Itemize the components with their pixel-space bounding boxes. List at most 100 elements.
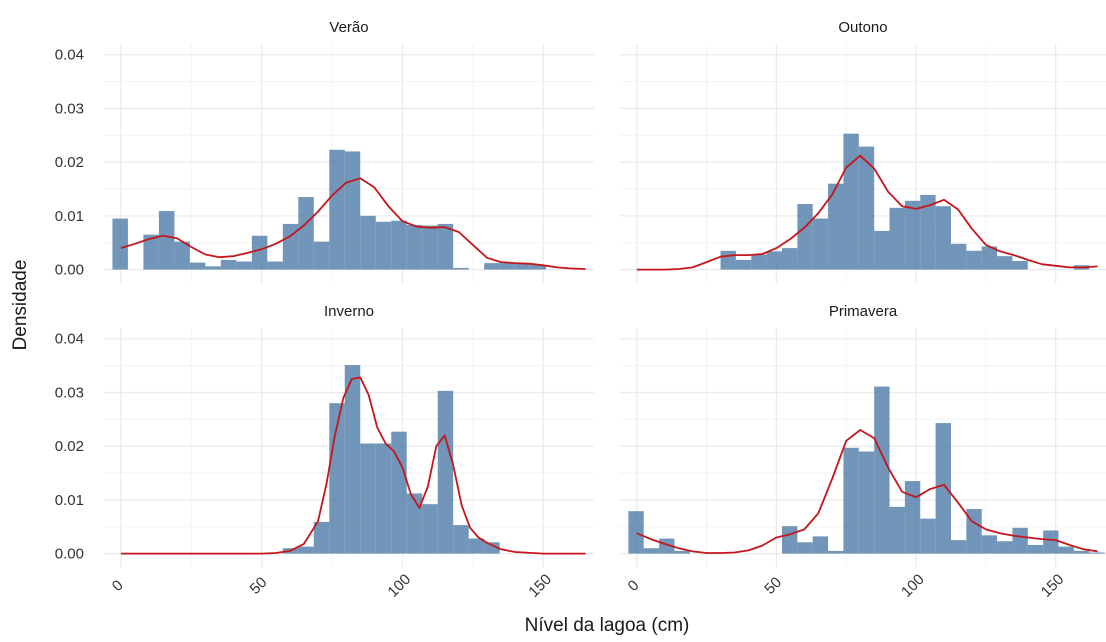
density-curve [120, 376, 586, 555]
histogram-bar [344, 365, 361, 554]
histogram-bar [858, 451, 875, 554]
density-curve [636, 154, 1098, 271]
histogram-bar [935, 206, 951, 270]
histogram-bar [735, 259, 752, 270]
histogram-bar [1012, 527, 1028, 554]
histogram-bar [484, 542, 500, 554]
histogram-bar [797, 542, 813, 554]
x-tick-label: 50 [247, 574, 271, 598]
histogram-bar [674, 550, 690, 554]
histogram-bar [889, 207, 905, 270]
histogram-bar [950, 243, 967, 270]
histogram-bar [874, 386, 890, 554]
histogram-bar [1012, 260, 1028, 270]
histogram-bar [313, 521, 330, 554]
histogram-bar [298, 546, 314, 554]
histogram-bar [360, 443, 376, 554]
histogram-bar [797, 204, 813, 270]
histogram-bar [437, 390, 454, 554]
histogram-bar [313, 241, 330, 270]
histogram-bar [422, 504, 438, 554]
histogram-bar [406, 224, 423, 270]
x-tick-label: 150 [1038, 571, 1068, 601]
facet-title: Outono [838, 19, 887, 36]
histogram-bar [1089, 552, 1105, 554]
histogram-bar [920, 518, 936, 554]
histogram-bar [751, 254, 767, 270]
histogram-bar [812, 536, 829, 554]
histogram-bar [437, 223, 454, 270]
y-tick-label: 0.03 [55, 100, 84, 117]
facet-panel: Verão 0.00 0.01 0.02 0.03 0.04 [55, 19, 594, 283]
histogram-bar [391, 220, 407, 270]
x-tick-label: 100 [898, 571, 928, 601]
facet-panel: Primavera 0 50 100 150 [620, 303, 1106, 601]
histogram-bar [499, 263, 516, 270]
histogram-bar [920, 194, 936, 270]
histogram-bar [360, 215, 376, 270]
histogram-bar [515, 263, 531, 270]
panels-layer: Verão 0.00 0.01 0.02 0.03 0.04 Outono Inverno 0.… [55, 19, 1106, 601]
histogram-bar [251, 235, 268, 270]
facet-panel: Outono [620, 19, 1106, 283]
histogram-bar [782, 248, 798, 270]
histogram-bar [858, 146, 875, 270]
histogram-bar [267, 261, 283, 270]
histogram-bar [174, 241, 190, 270]
histogram-bar [997, 541, 1013, 554]
histogram-bar [282, 223, 299, 270]
x-tick-label: 0 [625, 577, 643, 595]
histogram-bar [643, 548, 660, 554]
histogram-bar [143, 234, 159, 270]
facet-panel: Inverno 0.00 0.01 0.02 0.03 0.04 0 50 100 150 [55, 303, 594, 601]
y-tick-label: 0.00 [55, 546, 84, 563]
histogram-bar [205, 266, 221, 270]
facet-title: Verão [329, 19, 368, 36]
histogram-bar [843, 133, 859, 270]
histogram-bar [659, 538, 675, 554]
x-tick-label: 150 [525, 571, 555, 601]
histogram-bar [828, 550, 844, 554]
density-curve [120, 177, 586, 270]
histogram-bar [766, 251, 782, 270]
histogram-bar [874, 230, 890, 270]
x-tick-label: 0 [109, 577, 127, 595]
y-tick-label: 0.04 [55, 331, 84, 348]
y-tick-label: 0.01 [55, 208, 84, 225]
histogram-bar [935, 423, 951, 554]
histogram-bar [112, 218, 128, 270]
histogram-bar [453, 267, 469, 270]
histogram-bar [406, 493, 423, 554]
histogram-bar [904, 481, 921, 554]
histogram-bar [189, 262, 206, 270]
histogram-bar [828, 183, 844, 270]
histogram-bar [843, 447, 859, 554]
histogram-bar [889, 506, 905, 554]
histogram-bar [220, 259, 237, 270]
x-tick-label: 100 [384, 571, 414, 601]
histogram-bar [1058, 546, 1074, 554]
histogram-bar [158, 211, 175, 270]
histogram-bar [966, 250, 982, 270]
density-curve [636, 429, 1098, 554]
histogram-bar [720, 250, 736, 270]
y-tick-label: 0.03 [55, 384, 84, 401]
histogram-bar [812, 218, 829, 270]
y-tick-label: 0.02 [55, 154, 84, 171]
histogram-bar [530, 264, 547, 270]
histogram-bar [298, 197, 314, 270]
histogram-bar [1073, 550, 1090, 554]
histogram-bar [904, 200, 921, 270]
histogram-bar [981, 535, 998, 554]
y-tick-label: 0.00 [55, 262, 84, 279]
histogram-bar [468, 538, 485, 554]
y-tick-label: 0.01 [55, 492, 84, 509]
histogram-bar [236, 261, 252, 270]
histogram-bar [375, 221, 392, 270]
facet-title: Primavera [829, 303, 898, 320]
histogram-bar [1027, 544, 1044, 554]
histogram-bar [981, 246, 998, 270]
histogram-bar [453, 525, 469, 554]
